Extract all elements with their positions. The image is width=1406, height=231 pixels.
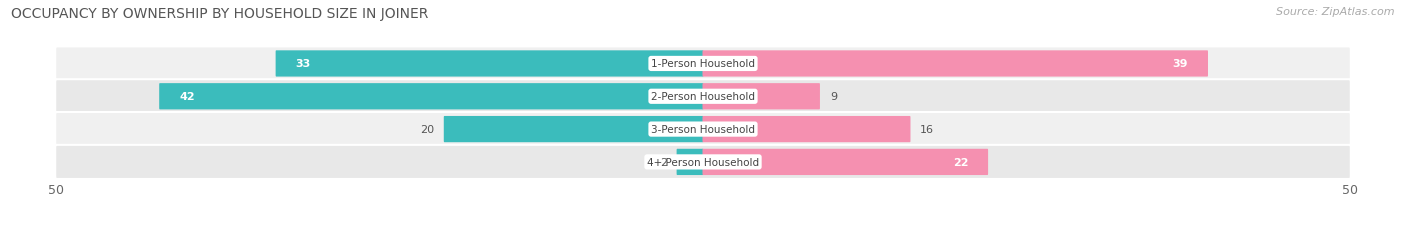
FancyBboxPatch shape — [55, 145, 1351, 179]
FancyBboxPatch shape — [703, 84, 820, 110]
Text: 9: 9 — [830, 92, 837, 102]
Text: 16: 16 — [921, 125, 935, 134]
Text: 4+ Person Household: 4+ Person Household — [647, 157, 759, 167]
Text: 33: 33 — [295, 59, 311, 69]
Text: 1-Person Household: 1-Person Household — [651, 59, 755, 69]
Text: 22: 22 — [953, 157, 969, 167]
Text: 42: 42 — [179, 92, 195, 102]
Text: 3-Person Household: 3-Person Household — [651, 125, 755, 134]
Text: Source: ZipAtlas.com: Source: ZipAtlas.com — [1277, 7, 1395, 17]
FancyBboxPatch shape — [55, 112, 1351, 146]
FancyBboxPatch shape — [676, 149, 703, 175]
FancyBboxPatch shape — [276, 51, 703, 77]
FancyBboxPatch shape — [444, 116, 703, 143]
FancyBboxPatch shape — [703, 51, 1208, 77]
Text: 2-Person Household: 2-Person Household — [651, 92, 755, 102]
FancyBboxPatch shape — [703, 149, 988, 175]
Text: 2: 2 — [659, 157, 666, 167]
Text: 20: 20 — [420, 125, 434, 134]
FancyBboxPatch shape — [55, 47, 1351, 81]
FancyBboxPatch shape — [159, 84, 703, 110]
Text: 39: 39 — [1173, 59, 1188, 69]
FancyBboxPatch shape — [703, 116, 911, 143]
Text: OCCUPANCY BY OWNERSHIP BY HOUSEHOLD SIZE IN JOINER: OCCUPANCY BY OWNERSHIP BY HOUSEHOLD SIZE… — [11, 7, 429, 21]
FancyBboxPatch shape — [55, 80, 1351, 114]
